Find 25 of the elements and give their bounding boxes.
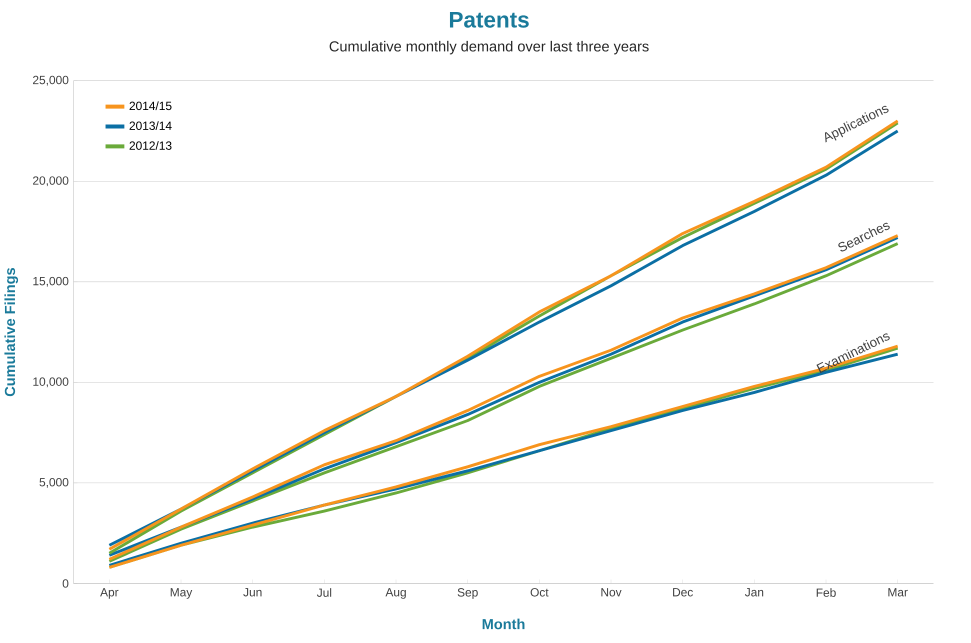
legend-label: 2013/14 xyxy=(130,121,172,130)
x-tick-label: Jan xyxy=(744,588,764,596)
y-axis-title: Cumulative Filings xyxy=(4,268,18,396)
y-tick-label: 10,000 xyxy=(33,377,68,388)
x-tick-label: Nov xyxy=(601,588,622,596)
x-tick-label: Apr xyxy=(100,588,118,599)
x-tick-label: Jul xyxy=(316,588,332,597)
y-tick-label: 20,000 xyxy=(33,176,68,186)
legend-label: 2014/15 xyxy=(130,101,172,110)
legend-label: 2012/13 xyxy=(130,141,172,150)
x-tick-label: Sep xyxy=(458,588,478,599)
y-tick-label: 15,000 xyxy=(33,276,68,287)
chart-subtitle: Cumulative monthly demand over last three years xyxy=(330,40,649,54)
y-tick-label: 0 xyxy=(62,579,68,588)
chart-title: Patents xyxy=(450,12,529,28)
x-tick-label: Aug xyxy=(385,588,406,599)
x-axis-title: Month xyxy=(482,618,524,630)
x-tick-label: Oct xyxy=(530,588,549,597)
x-tick-label: Dec xyxy=(673,588,693,596)
x-tick-label: Mar xyxy=(888,588,908,596)
x-tick-label: May xyxy=(170,588,192,599)
x-tick-label: Jun xyxy=(243,588,262,596)
y-tick-label: 25,000 xyxy=(33,76,68,86)
y-tick-label: 5,000 xyxy=(40,478,68,488)
x-tick-label: Feb xyxy=(816,588,836,597)
